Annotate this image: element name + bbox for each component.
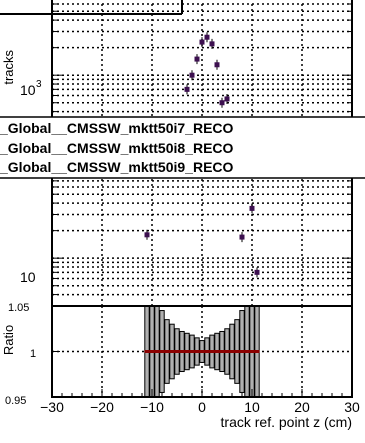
main-data-point [209,41,215,47]
ratio-data-points [144,305,260,398]
main-data-point [254,269,260,275]
x-tick-label: −10 [140,399,164,415]
ratio-y-tick-label-0.95: 0.95 [5,395,26,407]
x-tick-label: 0 [198,399,206,415]
main-data-point [199,39,205,45]
y-tick-label-10: 10 [20,269,36,285]
ratio-data-point [159,350,165,353]
ratio-data-point [164,350,170,353]
ratio-data-point [244,350,250,353]
ratio-data-point [229,350,235,353]
ratio-data-point [189,350,195,353]
ratio-data-point [179,350,185,353]
ratio-data-point [249,350,255,353]
ratio-data-point [204,350,210,353]
main-data-point [219,100,225,106]
ratio-data-point [239,350,245,353]
legend-entry-3: _Global__CMSSW_mktt50i9_RECO [0,159,234,175]
legend-entry-1: _Global__CMSSW_mktt50i7_RECO [0,120,234,136]
main-data-point [194,56,200,62]
x-tick-label: 30 [344,399,360,415]
x-tick-label: 20 [294,399,310,415]
main-data-point [214,62,220,68]
y-tick-exponent-3: 3 [36,79,42,90]
main-data-point [144,232,150,238]
ratio-data-point [169,350,175,353]
ratio-data-point [234,350,240,353]
x-axis-label: track ref. point z (cm) [221,414,352,430]
x-tick-label: −30 [40,399,64,415]
ratio-data-point [224,350,230,353]
ratio-data-point [199,350,205,353]
ratio-data-point [154,350,160,353]
ratio-data-point [209,350,215,353]
ratio-data-point [174,350,180,353]
main-data-point [204,34,210,40]
legend-box: _Global__CMSSW_mktt50i7_RECO _Global__CM… [0,116,365,179]
ratio-y-tick-label-1.05: 1.05 [8,302,29,314]
legend-entry-2: _Global__CMSSW_mktt50i8_RECO [0,140,234,156]
main-data-point [224,96,230,102]
x-tick-labels: −30 −20 −10 0 10 20 30 [40,399,360,415]
ratio-data-point [144,350,150,353]
y-tick-label-10e3: 10 [20,82,36,98]
ratio-y-axis-label: Ratio [1,325,16,355]
ratio-data-point [149,350,155,353]
main-y-axis-label: tracks [1,50,16,85]
main-data-point [184,86,190,92]
main-data-point [249,205,255,211]
main-data-point [189,72,195,78]
ratio-y-tick-label-1: 1 [30,348,36,360]
x-tick-label: −20 [90,399,114,415]
ratio-data-point [219,350,225,353]
ratio-data-point [214,350,220,353]
ratio-data-point [194,350,200,353]
main-data-point [239,234,245,240]
x-tick-label: 10 [244,399,260,415]
ratio-data-point [254,350,260,353]
ratio-data-point [184,350,190,353]
legend-background [0,117,365,178]
